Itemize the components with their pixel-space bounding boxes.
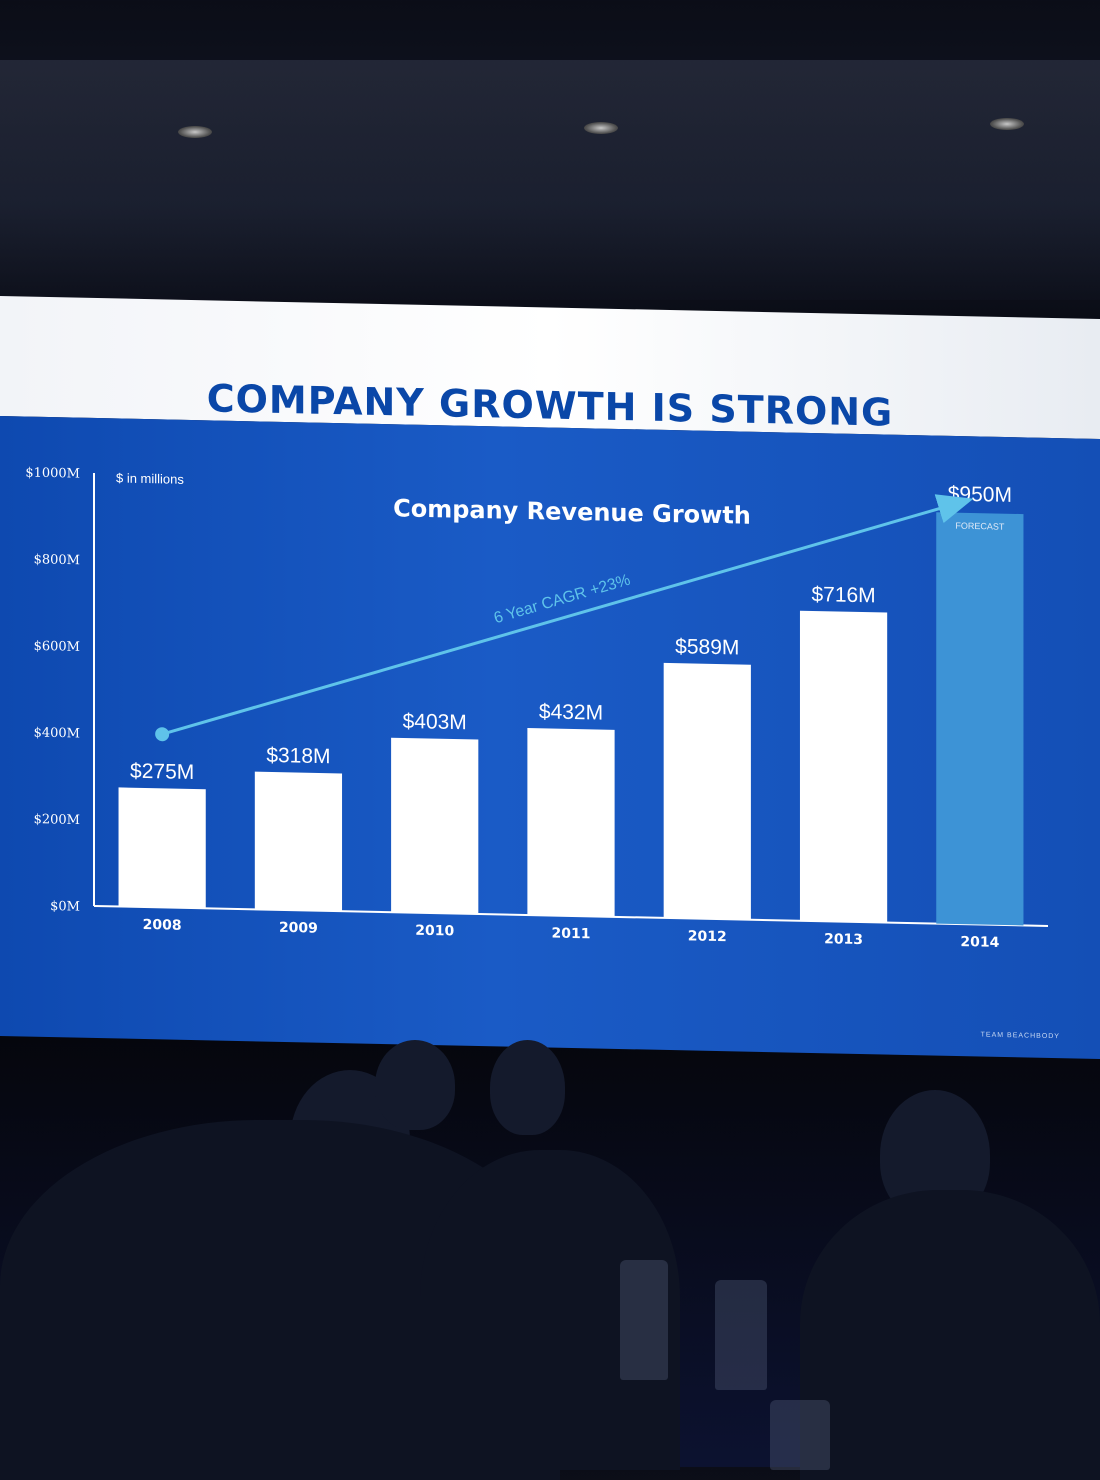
x-tick-labels: 2008 2009 2010 2011 2012 2013 2014 [143,917,1000,951]
units-label: $ in millions [116,470,184,486]
audience-shoulders [800,1190,1100,1480]
audience-silhouettes [0,1040,1100,1480]
y-tick-labels: $0M $200M $400M $600M $800M $1000M [25,466,80,915]
revenue-bar-chart: Company Revenue Growth $ in millions $0M… [25,466,1060,1041]
y-tick-label: $200M [34,812,80,828]
audience-head [375,1040,455,1130]
x-tick-label: 2014 [960,934,999,951]
audience-shoulders [420,1150,680,1470]
bar [663,662,751,920]
forecast-label: FORECAST [955,521,1005,532]
audience-head [490,1040,565,1135]
bar [391,737,479,915]
slide-body: Company Revenue Growth $ in millions $0M… [0,416,1100,1060]
bar [799,610,888,923]
ceiling-light [178,126,212,138]
water-bottle [620,1260,668,1380]
x-tick-label: 2013 [824,931,863,948]
value-label: $318M [266,744,330,768]
value-label: $403M [403,710,467,734]
y-tick-label: $1000M [25,466,80,482]
x-tick-label: 2008 [143,917,182,934]
y-tick-label: $600M [34,639,80,655]
water-bottle [715,1280,767,1390]
y-tick-label: $400M [34,726,80,742]
cagr-start-dot [155,727,170,742]
ceiling-light [990,118,1024,130]
brand-logo-text: TEAM BEACHBODY [981,1032,1060,1041]
y-tick-label: $800M [34,552,80,568]
bar [527,727,615,917]
value-labels: $275M$318M$403M $432M$589M$716M$950MFOREC… [130,483,1012,784]
x-tick-label: 2009 [279,920,318,937]
cup [770,1400,830,1470]
value-label: $589M [675,635,739,659]
ceiling-light [584,122,618,134]
x-tick-label: 2012 [688,928,727,945]
value-label: $716M [811,583,875,607]
bar [254,771,343,912]
bars [118,512,1024,926]
cagr-arrow [161,494,974,736]
bar [118,787,206,909]
bar-forecast [936,512,1024,926]
x-tick-label: 2010 [415,923,454,940]
value-label: $432M [539,700,603,724]
ceiling [0,60,1100,300]
y-tick-label: $0M [50,899,80,915]
projected-slide: COMPANY GROWTH IS STRONG Company Revenue… [0,296,1100,1060]
value-label: $275M [130,760,194,784]
chart-title: Company Revenue Growth [393,494,751,529]
x-tick-label: 2011 [552,926,591,943]
